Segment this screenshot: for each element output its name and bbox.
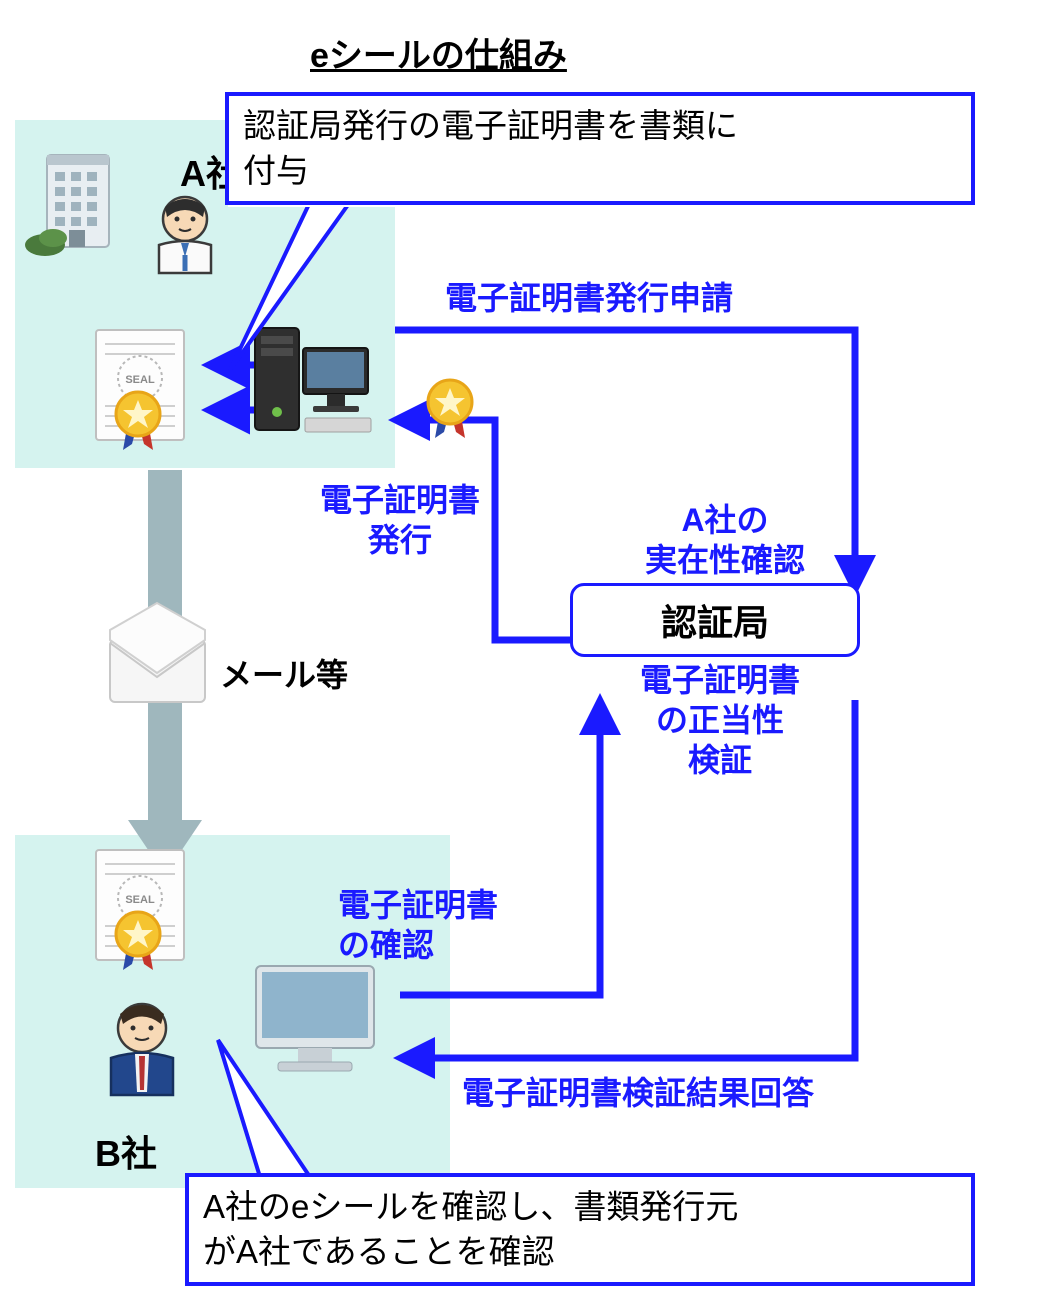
mail-label: メール等 [220,650,348,696]
diagram-canvas: eシールの仕組み A社 B社 メール等 [0,0,1062,1297]
result-label: 電子証明書検証結果回答 [462,1068,814,1114]
ca-top-label: A社の実在性確認 [630,500,820,580]
callout-bottom: A社のeシールを確認し、書類発行元がA社であることを確認 [185,1173,975,1286]
company-b-label: B社 [95,1125,157,1177]
issue-label: 電子証明書発行 [300,480,500,560]
ca-main-label: 認証局 [591,594,839,646]
verify-label: 電子証明書の確認 [338,885,498,965]
callout-top: 認証局発行の電子証明書を書類に付与 [225,92,975,205]
diagram-title: eシールの仕組み [310,28,567,77]
apply-label: 電子証明書発行申請 [445,273,733,319]
ca-bottom-label: 電子証明書の正当性検証 [605,660,835,780]
certificate-authority-box: 認証局 [570,583,860,657]
